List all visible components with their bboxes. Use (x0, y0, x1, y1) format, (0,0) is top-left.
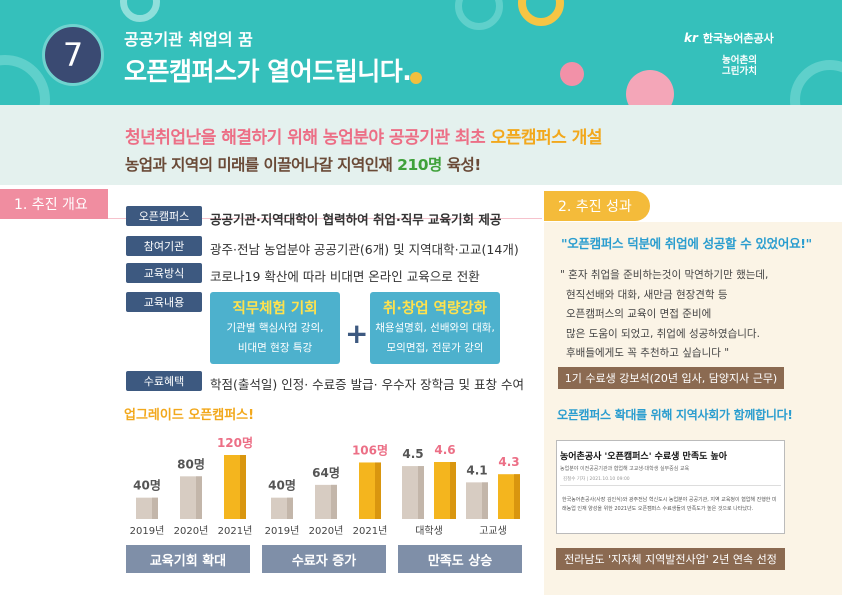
tab-results: 2. 추진 성과 (544, 191, 650, 221)
label-benefits: 수료혜택 (126, 371, 202, 391)
bar-value-label: 4.1 (466, 463, 487, 477)
x-tick-label: 2020년 (174, 525, 209, 537)
expand-title: 오픈캠퍼스 확대를 위해 지역사회가 함께합니다! (557, 408, 793, 422)
bar-value-label: 106명 (352, 443, 388, 457)
content-box-job-experience: 직무체험 기회 기관별 핵심사업 강의, 비대면 현장 특강 (210, 292, 340, 364)
headline-banner: 청년취업난을 해결하기 위해 농업분야 공공기관 최초 오픈캠퍼스 개설 농업과… (0, 105, 842, 185)
quote-title: "오픈캠퍼스 덕분에 취업에 성공할 수 있었어요!" (561, 236, 812, 251)
headline-line1-text: 청년취업난을 해결하기 위해 농업분야 공공기관 최초 (125, 128, 491, 148)
bar-value-label: 80명 (177, 457, 205, 471)
bar-value-label: 4.5 (402, 447, 423, 461)
headline-line2: 농업과 지역의 미래를 이끌어나갈 지역인재 210명 육성! (125, 153, 481, 175)
decor-circle (120, 0, 160, 22)
quote-line: 현직선배와 대화, 새만금 현장견학 등 (566, 288, 728, 301)
label-participants: 참여기관 (126, 236, 202, 256)
kr-logo-mark: kr (684, 31, 698, 45)
testimonial-quote: " 혼자 취업을 준비하는것이 막연하기만 했는데, 현직선배와 대화, 새만금… (560, 266, 830, 364)
news-body: 한국농어촌공사(사장 김인식)와 광주전남 혁신도시 농업분야 공공기관, 지역… (562, 497, 777, 512)
bar-1-1-shade (331, 484, 337, 519)
bar-0-0-shade (152, 497, 158, 519)
news-title: 농어촌공사 '오픈캠퍼스' 수료생 만족도 높아 (560, 452, 728, 462)
decor-circle (0, 55, 50, 105)
header-title: 오픈캠퍼스가 열어드립니다. (124, 57, 412, 86)
section-number-badge: 7 (42, 24, 104, 86)
decor-circle (560, 62, 584, 86)
headline-line2-text: 농업과 지역의 미래를 이끌어나갈 지역인재 (125, 156, 398, 174)
sat-bar-after-shade (450, 462, 456, 519)
decor-circle (790, 60, 842, 105)
x-tick-label: 고교생 (479, 525, 507, 537)
content-box2-line1: 채용설명회, 선배와의 대화, (375, 322, 495, 334)
chart-caption-graduates: 수료자 증가 (262, 545, 386, 573)
bar-value-label: 120명 (217, 436, 253, 450)
sat-bar-before-shade (482, 482, 488, 519)
bar-value-label: 64명 (312, 466, 340, 480)
logo2-line2: 그린가치 (722, 66, 757, 77)
content-box-career: 취·창업 역량강화 채용설명회, 선배와의 대화, 모의면접, 전문가 강의 (370, 292, 500, 364)
x-tick-label: 2019년 (265, 525, 300, 537)
quote-line: 많은 도움이 되었고, 취업에 성공하였습니다. (566, 327, 760, 340)
headline-line1-highlight: 오픈캠퍼스 개설 (490, 128, 603, 148)
quote-author: 1기 수료생 강보석(20년 입사, 담양지사 근무) (558, 367, 784, 389)
row-benefits-text: 학점(출석일) 인정· 수료증 발급· 우수자 장학금 및 표창 수여 (210, 377, 524, 392)
label-content: 교육내용 (126, 292, 202, 312)
tab-overview: 1. 추진 개요 (0, 189, 108, 219)
chart-caption-education: 교육기회 확대 (126, 545, 250, 573)
decor-circle (455, 0, 503, 30)
bar-1-2-shade (375, 462, 381, 519)
logo2-line1: 농어촌의 (722, 55, 757, 66)
content-box1-line2: 비대면 현장 특강 (237, 342, 313, 354)
news-subtitle: 농업분야 이전공공기관과 협업해 고교생·대학생 실무중심 교육 (560, 466, 690, 472)
row-open-campus-text: 공공기관·지역대학이 협력하여 취업·직무 교육기회 제공 (210, 212, 502, 227)
chart-caption-satisfaction: 만족도 상승 (398, 545, 522, 573)
headline-line2-suffix: 육성! (441, 156, 482, 174)
plus-icon: + (345, 317, 369, 350)
x-tick-label: 2019년 (130, 525, 165, 537)
label-method: 교육방식 (126, 263, 202, 283)
sat-bar-after-shade (514, 474, 520, 519)
headline-line1: 청년취업난을 해결하기 위해 농업분야 공공기관 최초 오픈캠퍼스 개설 (125, 123, 603, 148)
decor-circle (626, 70, 674, 105)
content-box2-title: 취·창업 역량강화 (383, 301, 487, 317)
divider (108, 218, 542, 219)
x-tick-label: 2021년 (218, 525, 253, 537)
content-box2-line2: 모의면접, 전문가 강의 (386, 342, 484, 354)
row-participants-text: 광주·전남 농업분야 공공기관(6개) 및 지역대학·고교(14개) (210, 242, 519, 257)
x-tick-label: 대학생 (415, 525, 443, 537)
header-subtitle: 공공기관 취업의 꿈 (124, 30, 253, 49)
x-tick-label: 2020년 (309, 525, 344, 537)
bar-1-0-shade (287, 497, 293, 519)
content-box1-line1: 기관별 핵심사업 강의, (226, 322, 324, 334)
header: 7 공공기관 취업의 꿈 오픈캠퍼스가 열어드립니다. kr 한국농어촌공사 농… (0, 0, 842, 105)
decor-circle (410, 72, 422, 84)
headline-line2-highlight: 210명 (397, 156, 442, 174)
content-box1-title: 직무체험 기회 (232, 301, 318, 317)
quote-line: 오픈캠퍼스의 교육이 면접 준비에 (566, 308, 712, 320)
bar-value-label: 40명 (268, 479, 296, 493)
quote-line: " 혼자 취업을 준비하는것이 막연하기만 했는데, (560, 269, 769, 281)
bar-0-1-shade (196, 476, 202, 519)
quote-line: 후배들에게도 꼭 추천하고 싶습니다 " (566, 347, 730, 359)
logo-text: 한국농어촌공사 (702, 32, 774, 45)
news-meta: 김철수 기자 | 2021.10.10 09:00 (560, 472, 781, 486)
decor-circle (518, 0, 564, 26)
bar-value-label: 40명 (133, 479, 161, 493)
bar-value-label: 4.3 (498, 455, 519, 469)
row-method-text: 코로나19 확산에 따라 비대면 온라인 교육으로 전환 (210, 269, 480, 284)
label-open-campus: 오픈캠퍼스 (126, 206, 202, 226)
green-value-logo: 농어촌의 그린가치 (722, 55, 757, 77)
award-tag: 전라남도 '지자체 지역발전사업' 2년 연속 선정 (556, 548, 785, 570)
upgrade-title: 업그레이드 오픈캠퍼스! (124, 408, 255, 423)
bar-0-2-shade (240, 455, 246, 519)
x-tick-label: 2021년 (353, 525, 388, 537)
bar-value-label: 4.6 (434, 443, 455, 457)
news-clipping: 농어촌공사 '오픈캠퍼스' 수료생 만족도 높아 농업분야 이전공공기관과 협업… (556, 440, 785, 534)
sat-bar-before-shade (418, 466, 424, 519)
kr-logo: kr 한국농어촌공사 (684, 30, 774, 46)
